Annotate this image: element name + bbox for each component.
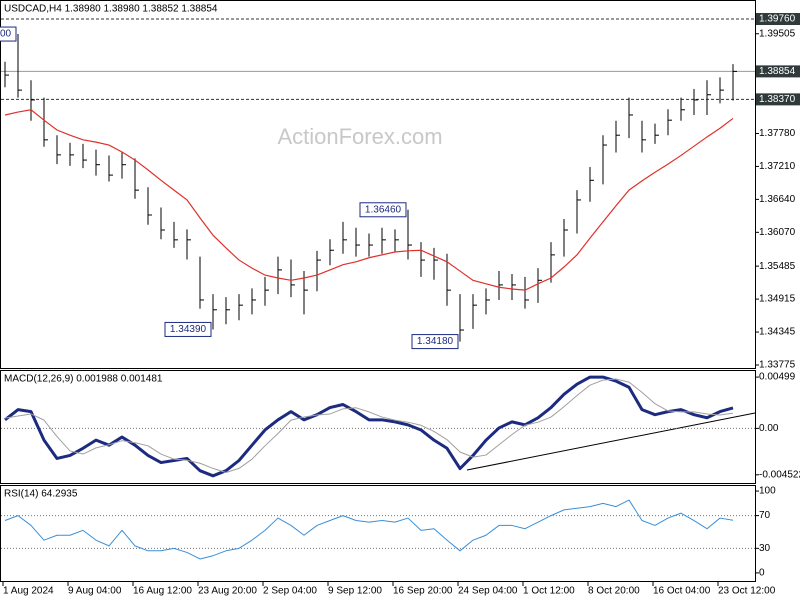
annotation-label: 1.36460 xyxy=(365,204,402,215)
y-tick-label: 1.39505 xyxy=(759,28,796,39)
y-tick-label: 1.37780 xyxy=(759,128,796,139)
y-tick-label: -0.004522 xyxy=(759,469,800,480)
annotation-label: 1.34180 xyxy=(417,336,454,347)
x-tick-label: 1 Aug 2024 xyxy=(3,586,54,597)
annotation-box xyxy=(359,202,407,218)
price-label: 1.38370 xyxy=(759,94,796,105)
x-tick-label: 23 Oct 12:00 xyxy=(718,586,776,597)
price-label: 1.39760 xyxy=(759,14,796,25)
x-tick-label: 16 Aug 12:00 xyxy=(133,586,192,597)
annotation-box xyxy=(164,321,212,337)
y-tick-label: 100 xyxy=(759,486,776,497)
y-tick-label: 1.34345 xyxy=(759,327,796,338)
annotation-box xyxy=(411,334,459,350)
y-tick-label: 1.36070 xyxy=(759,227,796,238)
x-tick-label: 9 Aug 04:00 xyxy=(68,586,122,597)
y-tick-label: 70 xyxy=(759,510,771,521)
macd-panel xyxy=(0,370,756,484)
indicator-line xyxy=(4,378,734,474)
annotation-label: 1.34390 xyxy=(170,324,207,335)
y-tick-label: 1.35485 xyxy=(759,261,796,272)
x-tick-label: 23 Aug 20:00 xyxy=(198,586,257,597)
x-tick-label: 16 Sep 20:00 xyxy=(393,586,453,597)
panel-title: MACD(12,26,9) 0.001988 0.001481 xyxy=(4,374,163,385)
y-tick-label: 1.37210 xyxy=(759,161,796,172)
panel-title: USDCAD,H4 1.38980 1.38980 1.38852 1.3885… xyxy=(4,4,218,15)
indicator-line xyxy=(4,499,734,560)
x-tick-label: 9 Sep 12:00 xyxy=(328,586,382,597)
annotation-box xyxy=(0,26,17,42)
y-tick-label: 0.00 xyxy=(759,423,779,434)
y-tick-label: 1.36640 xyxy=(759,194,796,205)
y-tick-label: 0.00499 xyxy=(759,372,796,383)
panel-title: RSI(14) 64.2935 xyxy=(4,489,78,500)
x-tick-label: 2 Sep 04:00 xyxy=(263,586,317,597)
price-label-bg xyxy=(756,93,800,106)
price-label-bg xyxy=(756,13,800,26)
y-tick-label: 1.33775 xyxy=(759,360,796,371)
x-tick-label: 16 Oct 04:00 xyxy=(653,586,711,597)
main-panel xyxy=(0,0,756,369)
x-tick-label: 24 Sep 04:00 xyxy=(458,586,518,597)
price-label-bg xyxy=(756,65,800,78)
rsi-panel xyxy=(0,485,756,582)
y-tick-label: 1.34915 xyxy=(759,294,796,305)
price-label: 1.38854 xyxy=(759,66,796,77)
trend-line xyxy=(466,412,756,471)
x-tick-label: 8 Oct 20:00 xyxy=(588,586,640,597)
y-tick-label: 0 xyxy=(759,568,765,579)
x-tick-label: 1 Oct 12:00 xyxy=(523,586,575,597)
moving-average xyxy=(4,109,734,291)
watermark: ActionForex.com xyxy=(277,124,442,149)
annotation-label: 1.39500 xyxy=(0,29,12,40)
y-tick-label: 30 xyxy=(759,543,771,554)
